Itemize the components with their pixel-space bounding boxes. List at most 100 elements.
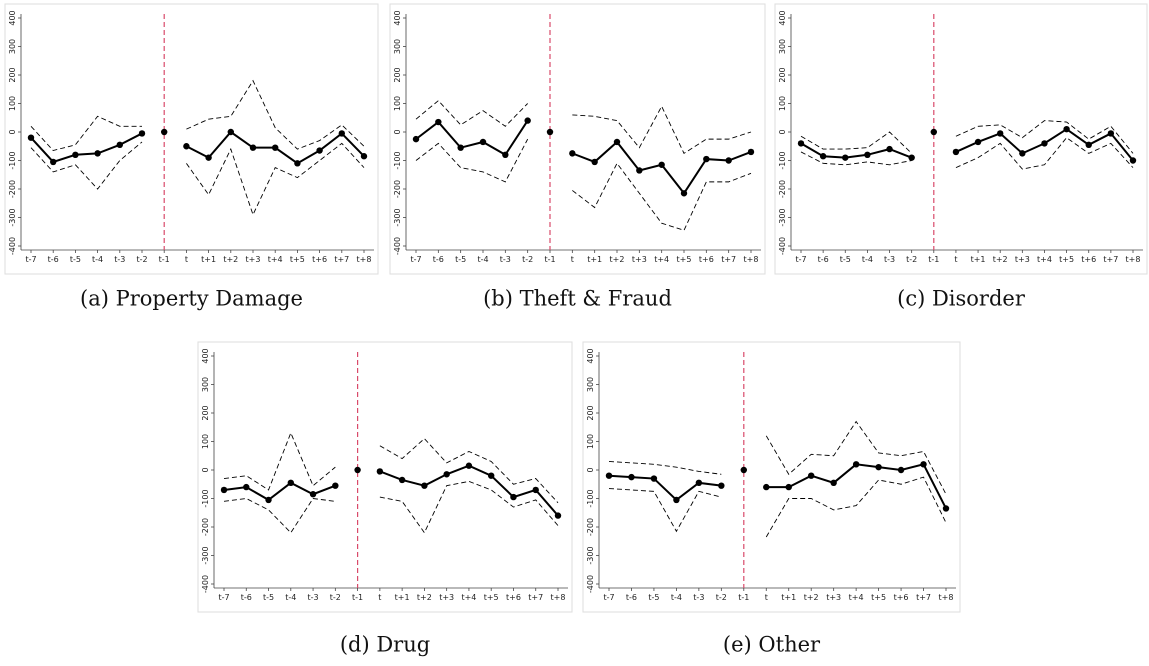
ci-line [572, 162, 752, 231]
y-tick-label: 100 [586, 434, 595, 449]
estimate-point [354, 466, 361, 474]
estimate-point [161, 128, 168, 136]
ci-line [608, 461, 722, 475]
estimate-point [842, 154, 849, 161]
estimate-point [650, 475, 658, 482]
y-tick-label: 300 [201, 377, 210, 392]
y-tick-label: 400 [8, 10, 17, 25]
y-tick-label: -100 [586, 489, 595, 507]
estimate-point [1129, 157, 1137, 164]
estimate-point [294, 160, 301, 167]
estimate-point [974, 138, 982, 146]
y-tick-label: 400 [778, 10, 787, 25]
x-tick-label: t-4 [92, 255, 103, 264]
estimate-point [72, 151, 79, 158]
estimate-point [680, 190, 688, 197]
x-tick-label: t+4 [461, 593, 476, 602]
x-tick-label: t [765, 593, 768, 602]
x-tick-label: t-7 [795, 255, 806, 264]
x-tick-label: t-1 [928, 255, 939, 264]
ci-line [30, 115, 142, 152]
estimate-point [673, 496, 680, 504]
y-tick-label: 0 [8, 129, 17, 134]
y-tick-label: 300 [393, 39, 402, 54]
estimate-point [27, 134, 35, 141]
x-tick-label: t [571, 255, 574, 264]
x-tick-label: t+1 [971, 255, 986, 264]
estimate-line [608, 474, 722, 502]
estimate-point [886, 145, 893, 153]
x-tick-label: t+7 [1103, 255, 1118, 264]
y-tick-label: 300 [778, 39, 787, 54]
estimate-point [591, 158, 598, 166]
y-tick-label: 200 [393, 67, 402, 82]
estimate-point [1041, 140, 1048, 147]
estimate-point [443, 471, 450, 478]
y-tick-label: 400 [201, 348, 210, 363]
estimate-point [421, 482, 428, 489]
x-tick-label: t+3 [826, 593, 841, 602]
x-tick-label: t+6 [1081, 255, 1096, 264]
x-tick-label: t-2 [136, 255, 147, 264]
y-tick-label: -100 [201, 489, 210, 507]
x-tick-label: t-6 [626, 593, 637, 602]
y-tick-label: 200 [8, 67, 17, 82]
y-tick-label: -400 [586, 575, 595, 593]
x-tick-label: t+2 [223, 255, 238, 264]
y-tick-label: 0 [778, 129, 787, 134]
x-tick-label: t+3 [1015, 255, 1030, 264]
estimate-point [338, 130, 345, 137]
y-tick-label: 100 [778, 96, 787, 111]
panel: -400 -300 -200 -100 0 100 200 300 400 t-7 t-6 t-5 t-… [389, 3, 766, 311]
x-tick-label: t+2 [993, 255, 1008, 264]
x-tick-label: t+3 [632, 255, 647, 264]
estimate-point [1019, 150, 1026, 157]
ci-line [415, 138, 529, 183]
ci-line [800, 131, 912, 154]
estimate-point [952, 148, 960, 156]
x-tick-label: t-4 [285, 593, 296, 602]
caption: (d) Drug [340, 633, 430, 657]
estimate-point [997, 130, 1004, 137]
x-tick-label: t+8 [1126, 255, 1141, 264]
y-tick-label: -400 [393, 237, 402, 255]
estimate-point [116, 141, 124, 149]
estimate-point [797, 140, 805, 147]
estimate-point [908, 154, 915, 161]
x-tick-label: t-2 [716, 593, 727, 602]
estimate-point [747, 148, 755, 156]
estimate-point [183, 143, 190, 150]
ci-line [800, 151, 912, 166]
estimate-point [658, 161, 665, 168]
y-tick-label: -200 [778, 180, 787, 198]
x-tick-label: t-6 [818, 255, 829, 264]
ci-line [223, 498, 336, 534]
estimate-point [864, 151, 871, 158]
x-tick-label: t+6 [312, 255, 327, 264]
x-tick-label: t-2 [330, 593, 341, 602]
caption: (b) Theft & Fraud [483, 287, 672, 311]
x-tick-label: t+1 [395, 593, 410, 602]
x-tick-label: t-6 [433, 255, 444, 264]
estimate-point [546, 128, 554, 136]
estimate-point [205, 154, 212, 161]
estimate-line [223, 481, 336, 502]
x-tick-label: t+5 [677, 255, 692, 264]
x-tick-label: t+7 [721, 255, 736, 264]
x-tick-label: t [185, 255, 188, 264]
x-tick-label: t-1 [738, 593, 749, 602]
estimate-point [532, 486, 539, 494]
estimate-point [636, 167, 643, 174]
y-tick-label: 300 [8, 39, 17, 54]
panel-frame [197, 341, 573, 613]
estimate-point [265, 496, 272, 504]
panel-frame [774, 3, 1148, 275]
estimate-point [227, 128, 234, 136]
y-tick-label: 0 [393, 129, 402, 134]
estimate-point [897, 466, 905, 474]
estimate-point [554, 512, 562, 519]
estimate-point [50, 158, 57, 166]
ci-line [955, 137, 1134, 170]
x-tick-label: t+8 [357, 255, 372, 264]
estimate-point [852, 461, 860, 468]
